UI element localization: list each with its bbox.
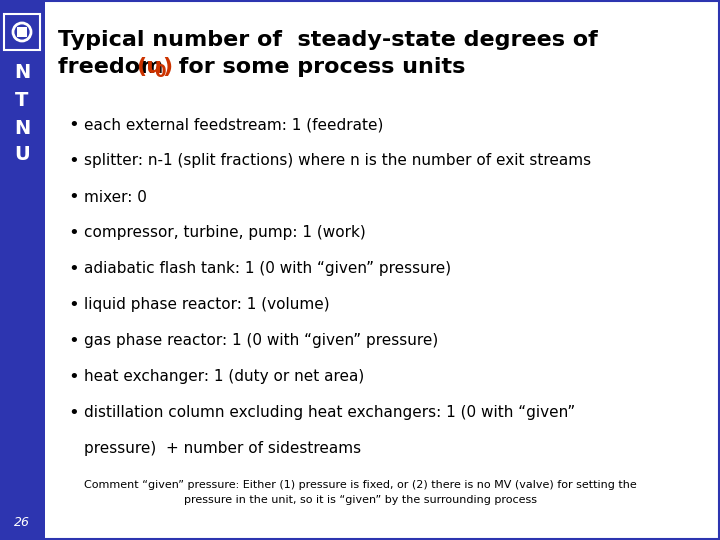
Text: Typical number of  steady-state degrees of: Typical number of steady-state degrees o… (58, 30, 598, 50)
Text: U: U (14, 145, 30, 165)
Text: liquid phase reactor: 1 (volume): liquid phase reactor: 1 (volume) (84, 298, 330, 313)
Text: (u: (u (136, 57, 162, 77)
Text: •: • (68, 368, 78, 386)
Text: splitter: n-1 (split fractions) where n is the number of exit streams: splitter: n-1 (split fractions) where n … (84, 153, 591, 168)
Text: 0: 0 (154, 63, 166, 81)
Text: •: • (68, 404, 78, 422)
Text: •: • (68, 332, 78, 350)
Bar (0, 0, 45, 540)
Text: compressor, turbine, pump: 1 (work): compressor, turbine, pump: 1 (work) (84, 226, 366, 240)
Text: gas phase reactor: 1 (0 with “given” pressure): gas phase reactor: 1 (0 with “given” pre… (84, 334, 438, 348)
Text: •: • (68, 296, 78, 314)
Text: N: N (14, 63, 30, 82)
Text: •: • (68, 188, 78, 206)
Text: •: • (68, 260, 78, 278)
Text: for some process units: for some process units (171, 57, 465, 77)
Text: pressure)  + number of sidestreams: pressure) + number of sidestreams (84, 442, 361, 456)
Text: pressure in the unit, so it is “given” by the surrounding process: pressure in the unit, so it is “given” b… (184, 495, 536, 505)
Text: Comment “given” pressure: Either (1) pressure is fixed, or (2) there is no MV (v: Comment “given” pressure: Either (1) pre… (84, 480, 636, 490)
Text: •: • (68, 116, 78, 134)
Text: •: • (68, 152, 78, 170)
Text: adiabatic flash tank: 1 (0 with “given” pressure): adiabatic flash tank: 1 (0 with “given” … (84, 261, 451, 276)
Text: •: • (68, 224, 78, 242)
Text: distillation column excluding heat exchangers: 1 (0 with “given”: distillation column excluding heat excha… (84, 406, 575, 421)
Text: ): ) (162, 57, 172, 77)
Text: N: N (14, 118, 30, 138)
Text: heat exchanger: 1 (duty or net area): heat exchanger: 1 (duty or net area) (84, 369, 364, 384)
Bar (17, 27, 27, 37)
Text: each external feedstream: 1 (feedrate): each external feedstream: 1 (feedrate) (84, 118, 383, 132)
Text: T: T (15, 91, 29, 110)
Text: 26: 26 (14, 516, 30, 529)
Text: mixer: 0: mixer: 0 (84, 190, 147, 205)
Text: freedom: freedom (58, 57, 171, 77)
Bar (4, 14, 40, 50)
